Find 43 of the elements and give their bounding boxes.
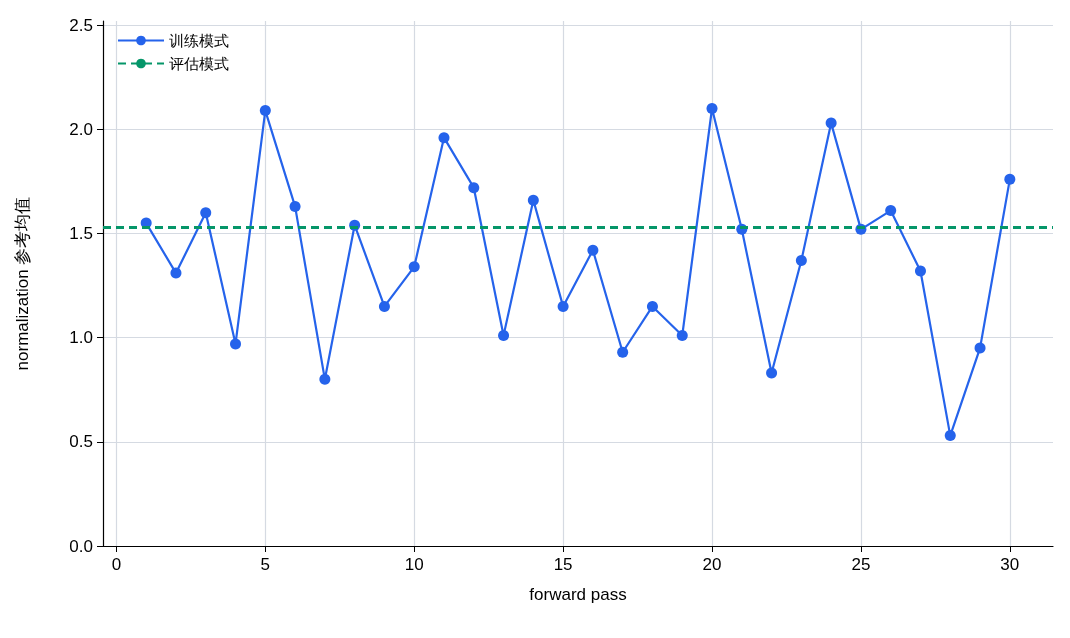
point xyxy=(706,103,718,114)
point xyxy=(617,346,629,358)
x-tick-label: 15 xyxy=(553,555,573,574)
x-tick-label: 25 xyxy=(851,555,871,574)
x-axis-title: forward pass xyxy=(529,585,627,604)
point xyxy=(885,205,897,217)
point xyxy=(230,338,242,350)
y-tick-label: 0.0 xyxy=(69,536,93,556)
y-tick-label: 0.5 xyxy=(69,432,93,452)
x-tick-label: 0 xyxy=(111,555,122,574)
point xyxy=(944,430,956,442)
point xyxy=(795,255,807,267)
point xyxy=(646,300,658,312)
point xyxy=(170,267,182,279)
y-tick-label: 2.5 xyxy=(69,15,93,35)
y-tick-label: 1.5 xyxy=(69,224,93,243)
point xyxy=(289,200,301,212)
point xyxy=(319,373,331,385)
y-tick-label: 2.0 xyxy=(69,119,93,139)
point xyxy=(1004,173,1016,185)
point xyxy=(914,265,926,277)
x-tick-label: 5 xyxy=(260,555,271,574)
point xyxy=(200,207,212,219)
point xyxy=(587,244,599,256)
y-tick-label: 1.0 xyxy=(69,328,93,348)
point xyxy=(527,194,539,206)
point xyxy=(438,132,450,144)
point xyxy=(468,182,480,194)
x-tick-label: 30 xyxy=(1000,555,1020,574)
legend-label: 评估模式 xyxy=(169,55,229,72)
legend-label: 训练模式 xyxy=(169,32,229,49)
point xyxy=(498,330,510,342)
x-tick-label: 10 xyxy=(404,555,424,574)
point xyxy=(974,342,986,354)
y-axis-title: normalization 参考均值 xyxy=(13,196,32,371)
point xyxy=(408,261,420,273)
point xyxy=(378,300,390,312)
x-tick-label: 20 xyxy=(702,555,722,574)
point xyxy=(766,367,778,379)
point xyxy=(557,300,569,312)
point xyxy=(825,117,837,129)
point xyxy=(259,105,271,117)
point xyxy=(676,330,688,342)
